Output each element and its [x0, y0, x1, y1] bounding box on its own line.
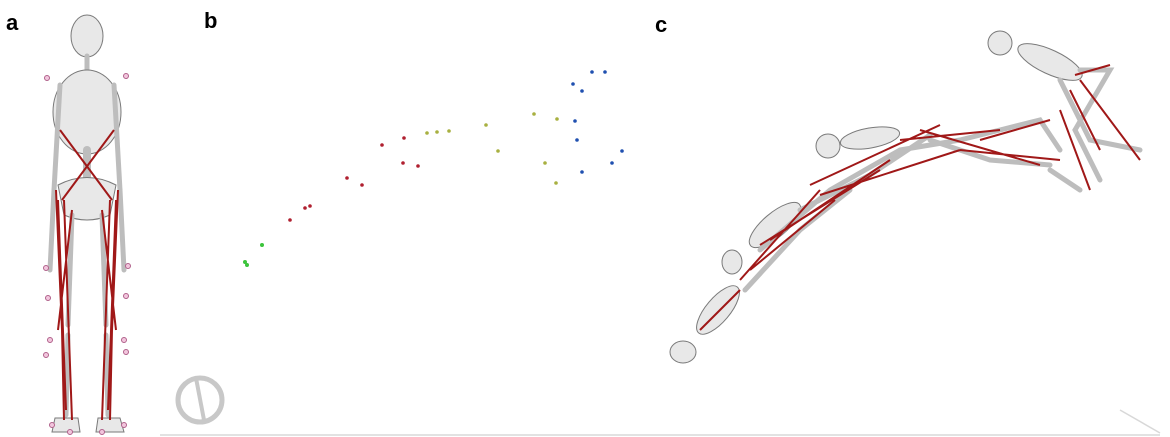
- axis-line: [1120, 410, 1160, 433]
- skeleton-sequence: [670, 31, 1140, 363]
- marker-cloud: [243, 70, 624, 267]
- logo: [178, 378, 222, 422]
- skeleton-front: [44, 15, 131, 435]
- panel-label: c: [655, 12, 667, 37]
- figure: a b c: [0, 0, 1170, 437]
- panel-label: a: [6, 10, 19, 35]
- panel-label: b: [204, 8, 217, 33]
